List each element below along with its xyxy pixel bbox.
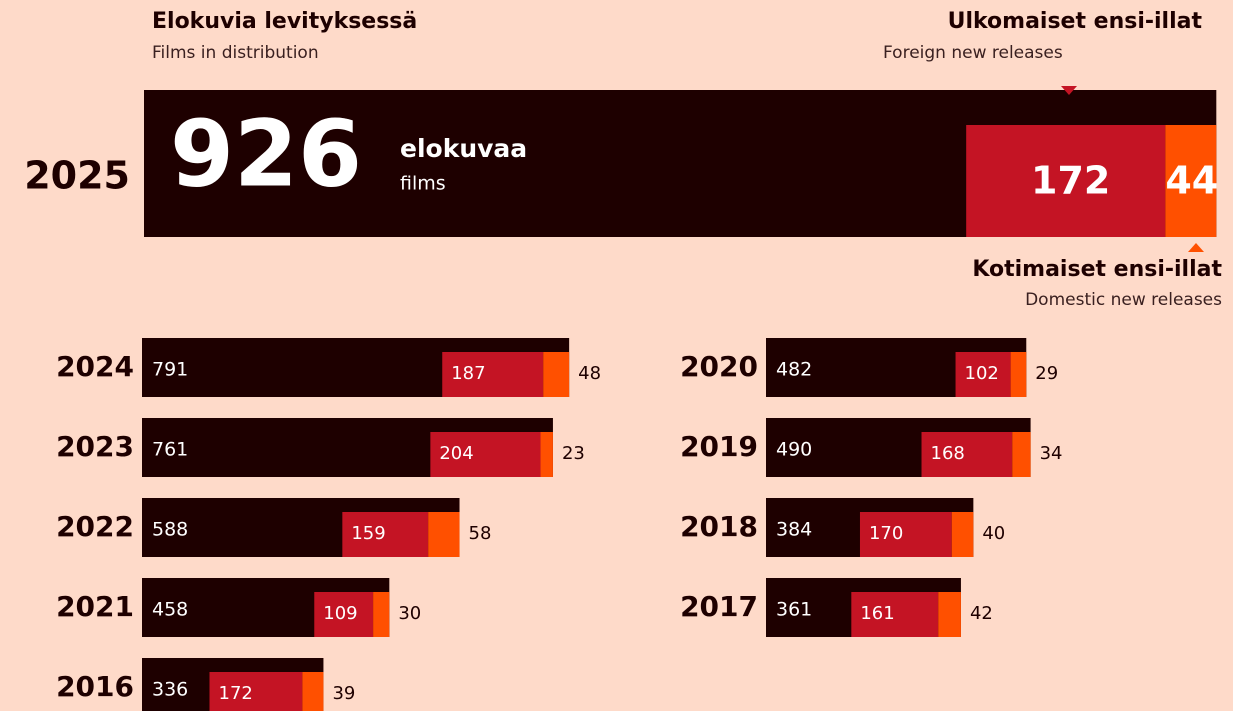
domestic-label: 44 — [1165, 159, 1218, 203]
legend-domestic: Kotimaiset ensi-illat — [972, 257, 1222, 282]
domestic-bar — [373, 592, 390, 637]
domestic-label: 30 — [398, 603, 421, 624]
total-label: 791 — [152, 359, 188, 381]
foreign-label: 187 — [451, 363, 485, 384]
foreign-label: 102 — [965, 363, 999, 384]
total-label: 490 — [776, 439, 812, 461]
foreign-label: 168 — [931, 443, 965, 464]
domestic-label: 58 — [469, 523, 492, 544]
domestic-label: 48 — [578, 363, 601, 384]
foreign-bar — [209, 672, 303, 711]
foreign-label: 172 — [219, 683, 253, 704]
foreign-bar — [859, 512, 952, 557]
title: Elokuvia levityksessä — [152, 9, 417, 34]
foreign-label: 170 — [869, 523, 903, 544]
foreign-bar — [851, 592, 939, 637]
year-label: 2022 — [56, 510, 134, 543]
total-label: 458 — [152, 599, 188, 621]
domestic-bar — [1012, 432, 1031, 477]
foreign-label: 159 — [351, 523, 385, 544]
foreign-bar — [966, 125, 1166, 237]
foreign-bar — [442, 352, 544, 397]
total-label: 761 — [152, 439, 188, 461]
domestic-label: 29 — [1035, 363, 1058, 384]
domestic-bar — [1010, 352, 1027, 397]
domestic-bar — [540, 432, 553, 477]
domestic-pointer — [1188, 243, 1204, 252]
total-label: 384 — [776, 519, 812, 541]
domestic-bar — [951, 512, 974, 557]
foreign-label: 204 — [439, 443, 473, 464]
foreign-pointer — [1061, 86, 1077, 95]
foreign-label: 161 — [860, 603, 894, 624]
year-label: 2019 — [680, 430, 758, 463]
total-label: 588 — [152, 519, 188, 541]
domestic-label: 39 — [332, 683, 355, 704]
year-label: 2020 — [680, 350, 758, 383]
total-label: 482 — [776, 359, 812, 381]
year-label: 2016 — [56, 670, 134, 703]
total-label: 926 — [170, 100, 362, 207]
legend-domestic-sub: Domestic new releases — [1025, 290, 1222, 310]
legend-foreign-sub: Foreign new releases — [883, 43, 1063, 63]
total-label: 336 — [152, 679, 188, 701]
domestic-bar — [938, 592, 961, 637]
foreign-bar — [921, 432, 1013, 477]
domestic-label: 42 — [970, 603, 993, 624]
foreign-bar — [430, 432, 541, 477]
foreign-bar — [955, 352, 1011, 397]
domestic-label: 40 — [982, 523, 1005, 544]
foreign-bar — [314, 592, 374, 637]
unit-label-en: films — [400, 173, 446, 195]
domestic-bar — [543, 352, 570, 397]
year-label: 2025 — [24, 154, 130, 198]
unit-label: elokuvaa — [400, 134, 527, 163]
domestic-bar — [302, 672, 324, 711]
year-label: 2023 — [56, 430, 134, 463]
year-label: 2021 — [56, 590, 134, 623]
year-label: 2018 — [680, 510, 758, 543]
domestic-label: 23 — [562, 443, 585, 464]
legend-foreign: Ulkomaiset ensi-illat — [948, 9, 1203, 34]
domestic-bar — [428, 512, 460, 557]
foreign-label: 109 — [323, 603, 357, 624]
domestic-label: 34 — [1040, 443, 1063, 464]
foreign-label: 172 — [1031, 159, 1110, 203]
total-label: 361 — [776, 599, 812, 621]
year-label: 2024 — [56, 350, 134, 383]
subtitle: Films in distribution — [152, 43, 319, 63]
domestic-bar — [1165, 125, 1217, 237]
foreign-bar — [342, 512, 429, 557]
year-label: 2017 — [680, 590, 758, 623]
